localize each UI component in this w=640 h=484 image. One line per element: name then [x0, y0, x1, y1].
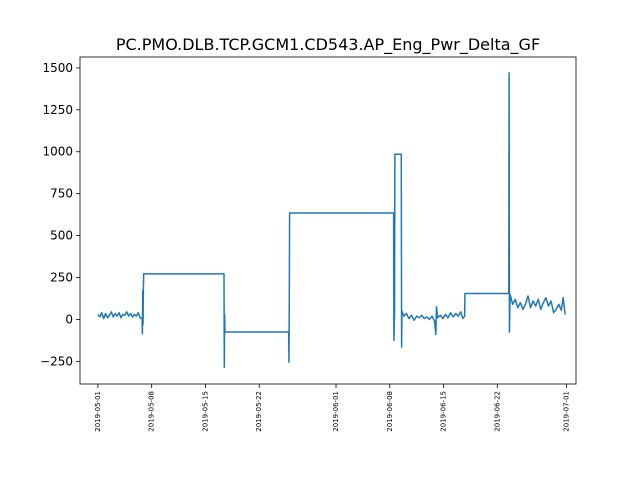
x-tick-label: 2019-05-08 [148, 391, 156, 432]
x-axis: 2019-05-01 2019-05-08 2019-05-15 2019-05-22… [94, 384, 570, 432]
y-tick-label: 750 [50, 187, 73, 201]
y-tick-label: 1000 [42, 145, 73, 159]
series-layer [97, 72, 566, 368]
x-tick-label: 2019-06-08 [386, 391, 394, 432]
chart-title: PC.PMO.DLB.TCP.GCM1.CD543.AP_Eng_Pwr_Del… [116, 35, 540, 55]
y-tick-label: 1500 [42, 61, 73, 75]
x-tick-label: 2019-06-22 [493, 391, 501, 432]
x-tick-label: 2019-06-15 [440, 391, 448, 432]
plot-frame [79, 56, 577, 385]
series-line-0 [97, 72, 566, 368]
x-tick-label: 2019-07-01 [562, 391, 570, 432]
x-tick-label: 2019-06-01 [332, 391, 340, 432]
y-tick-label: 0 [65, 312, 73, 326]
y-axis: −250 0 250 500 750 1000 1250 1500 [40, 61, 80, 368]
y-tick-label: 250 [50, 271, 73, 285]
y-tick-label: 500 [50, 229, 73, 243]
y-tick-label: −250 [40, 354, 73, 368]
x-tick-label: 2019-05-22 [255, 391, 263, 432]
y-tick-label: 1250 [42, 103, 73, 117]
x-tick-label: 2019-05-15 [201, 391, 209, 432]
x-tick-label: 2019-05-01 [94, 391, 102, 432]
